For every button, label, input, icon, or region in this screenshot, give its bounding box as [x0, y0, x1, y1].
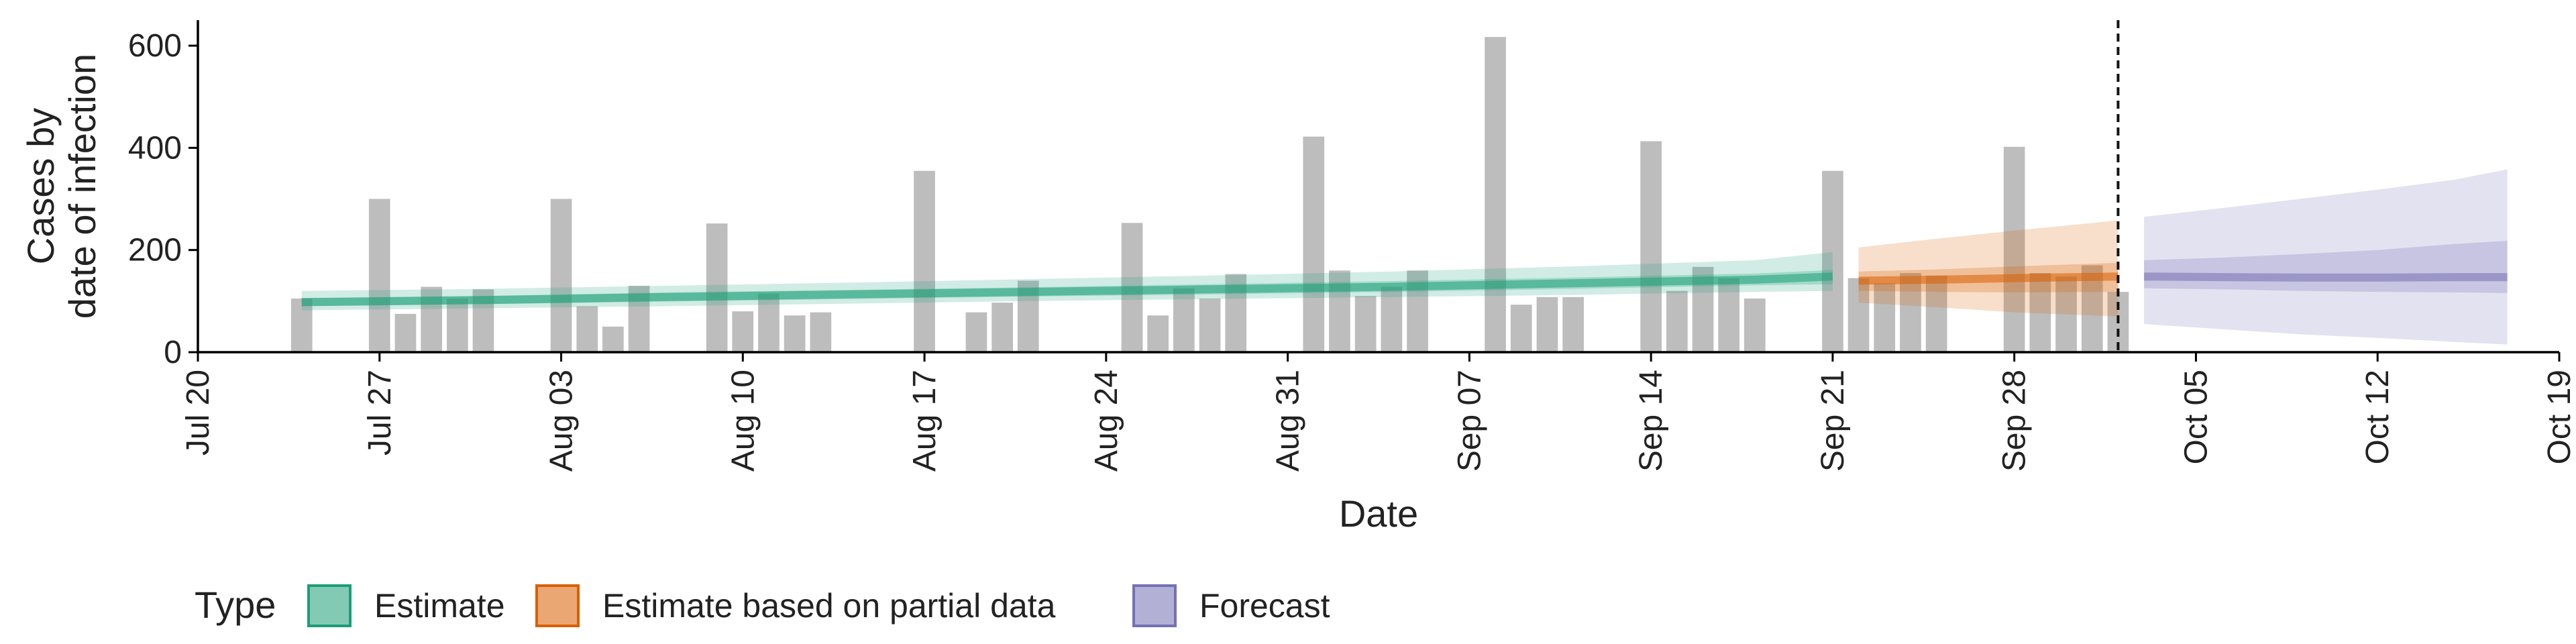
case-bar [1173, 288, 1195, 352]
x-tick-label: Sep 28 [1997, 370, 2033, 472]
y-axis-title-line: Cases by [19, 108, 62, 264]
x-tick-label: Aug 10 [725, 370, 761, 472]
y-axis-title-line: date of infection [61, 54, 103, 319]
legend-key [535, 584, 580, 627]
case-bar [368, 199, 390, 352]
x-tick-label: Jul 20 [180, 370, 216, 455]
case-bar [1847, 278, 1870, 352]
case-bar [576, 306, 598, 352]
y-tick-label: 400 [128, 130, 182, 166]
x-tick-label: Aug 31 [1271, 370, 1306, 472]
x-tick-label: Jul 27 [362, 370, 398, 455]
case-bar [1303, 136, 1325, 352]
x-tick-label: Oct 12 [2360, 370, 2396, 464]
case-bar [1562, 297, 1584, 352]
case-bar [914, 170, 935, 352]
case-bar [1874, 283, 1896, 352]
case-bar [1147, 315, 1169, 352]
legend-title: Type [195, 584, 276, 626]
x-tick-label: Oct 19 [2542, 370, 2576, 464]
legend-label: Estimate based on partial data [602, 587, 1056, 625]
case-bar [1354, 296, 1377, 352]
y-tick-label: 600 [128, 28, 182, 64]
y-tick-label: 0 [164, 335, 182, 370]
case-bar [1199, 299, 1221, 352]
case-bar [1381, 286, 1403, 352]
median-line [2144, 272, 2508, 282]
legend-key [1132, 584, 1177, 627]
legend-label: Estimate [374, 587, 505, 625]
case-bar [706, 223, 728, 352]
x-tick-label: Aug 17 [907, 370, 943, 472]
y-axis-title: Cases bydate of infection [19, 54, 103, 319]
case-bar [784, 315, 806, 352]
case-bar [1718, 278, 1739, 352]
case-bar [1744, 299, 1766, 352]
case-bar [1822, 170, 1843, 352]
x-tick-label: Oct 05 [2178, 370, 2214, 464]
x-tick-label: Aug 24 [1089, 370, 1124, 472]
series-estimate [301, 252, 1833, 311]
case-bar [602, 326, 624, 352]
median-line [301, 272, 1833, 307]
case-bar [810, 312, 832, 352]
case-bar [1925, 275, 1947, 352]
x-tick-label: Aug 03 [544, 370, 580, 472]
case-bar [732, 311, 754, 352]
case-bar [2055, 276, 2077, 352]
case-bar [447, 299, 468, 352]
x-tick-label: Sep 07 [1452, 370, 1487, 472]
case-bar [758, 293, 780, 352]
legend: Type Estimate Estimate based on partial da… [195, 584, 1330, 627]
case-bar [991, 303, 1013, 352]
case-bar [1536, 297, 1558, 352]
case-bar [1900, 273, 1921, 352]
case-bar [2003, 146, 2025, 352]
axes: 0 200 400 600 Jul 20 Jul 27 Aug 03 Aug 10 Aug 17… [19, 20, 2576, 535]
legend-key [307, 584, 352, 627]
x-tick-label: Sep 14 [1633, 370, 1669, 472]
estimate-bands [301, 169, 2508, 345]
median-line [1858, 272, 2118, 285]
case-bar [965, 312, 987, 352]
case-bar [290, 299, 313, 352]
ci-90-band [1858, 220, 2118, 317]
ci-90-band [2144, 169, 2508, 345]
x-axis-title: Date [1339, 492, 1418, 535]
series-forecast [2144, 169, 2508, 345]
case-bar [2029, 273, 2051, 352]
case-bar [1510, 305, 1532, 352]
x-tick-label: Sep 21 [1815, 370, 1851, 472]
case-bar [550, 199, 572, 352]
case-bar [1640, 141, 1662, 352]
case-bar [1666, 290, 1688, 352]
reported-cases-bars [290, 37, 2129, 352]
case-bar [1485, 37, 1506, 352]
y-tick-label: 200 [128, 233, 182, 268]
legend-label: Forecast [1199, 587, 1330, 625]
case-bar [394, 313, 417, 352]
series-estimate-based-on-partial-data [1858, 220, 2118, 317]
